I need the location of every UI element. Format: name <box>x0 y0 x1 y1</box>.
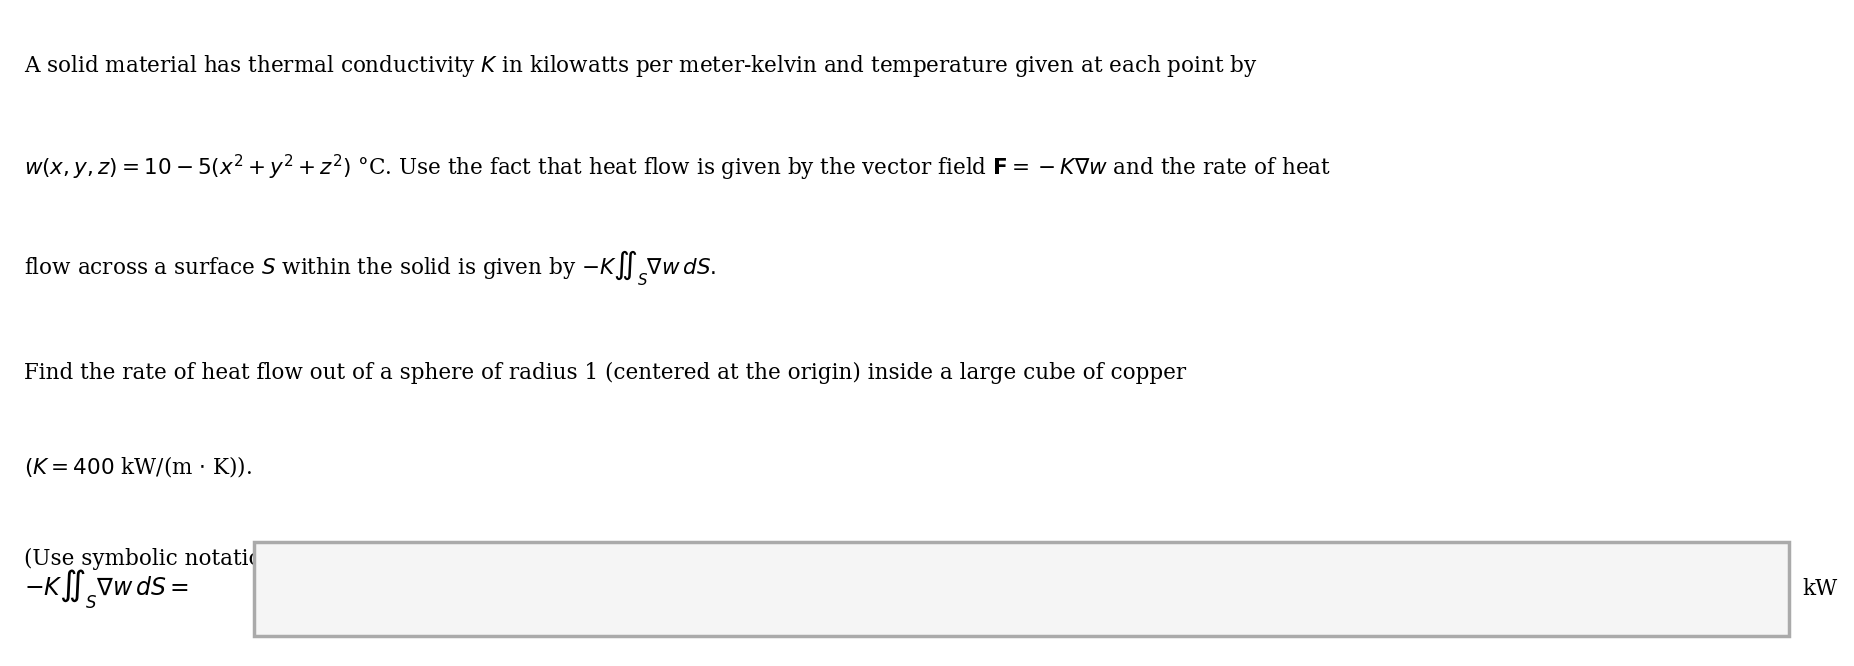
Text: $w(x, y, z) = 10 - 5(x^2 + y^2 + z^2)$ °C. Use the fact that heat flow is given : $w(x, y, z) = 10 - 5(x^2 + y^2 + z^2)$ °… <box>24 153 1331 183</box>
Text: flow across a surface $S$ within the solid is given by $-K \iint_S \nabla w \, d: flow across a surface $S$ within the sol… <box>24 248 716 288</box>
Text: Find the rate of heat flow out of a sphere of radius 1 (centered at the origin) : Find the rate of heat flow out of a sphe… <box>24 362 1187 384</box>
FancyBboxPatch shape <box>254 542 1789 636</box>
Text: $-K \iint_S \nabla w \, dS =$: $-K \iint_S \nabla w \, dS =$ <box>24 567 189 611</box>
Text: $(K = 400$ kW/(m $\cdot$ K)).: $(K = 400$ kW/(m $\cdot$ K)). <box>24 454 252 480</box>
Text: (Use symbolic notation and fractions where needed.): (Use symbolic notation and fractions whe… <box>24 547 603 569</box>
Text: A solid material has thermal conductivity $K$ in kilowatts per meter-kelvin and : A solid material has thermal conductivit… <box>24 53 1257 79</box>
Text: kW: kW <box>1802 578 1837 601</box>
